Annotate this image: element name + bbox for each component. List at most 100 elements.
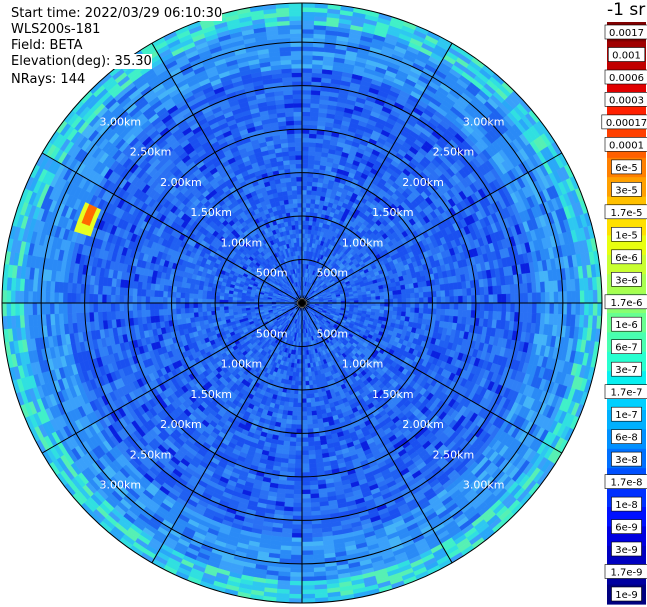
range-gate-cell (301, 111, 311, 117)
range-gate-cell (309, 120, 319, 126)
range-gate-cell (410, 307, 416, 314)
range-gate-cell (362, 297, 368, 301)
range-gate-cell (539, 313, 546, 325)
range-gate-cell (301, 202, 307, 208)
range-gate-cell (310, 198, 316, 205)
range-gate-cell (414, 307, 420, 314)
range-gate-cell (306, 411, 313, 417)
range-gate-cell (440, 308, 446, 316)
range-gate-cell (296, 428, 303, 434)
range-gate-cell (405, 311, 411, 318)
range-gate-cell (291, 537, 303, 543)
range-gate-cell (297, 389, 303, 395)
range-gate-cell (444, 289, 450, 297)
range-gate-cell (310, 94, 321, 100)
range-gate-cell (306, 185, 313, 191)
range-gate-cell (292, 402, 298, 408)
range-gate-cell (310, 98, 321, 105)
range-gate-cell (301, 120, 311, 126)
range-gate-cell (523, 302, 529, 314)
range-gate-cell (392, 294, 398, 300)
range-gate-cell (400, 289, 407, 295)
range-gate-cell (388, 302, 394, 308)
range-gate-cell (457, 309, 463, 318)
range-gate-cell (297, 398, 303, 404)
range-gate-cell (294, 454, 303, 460)
range-gate-cell (413, 312, 420, 319)
range-gate-cell (575, 290, 581, 304)
range-gate-cell (301, 194, 307, 200)
range-gate-cell (301, 33, 315, 39)
range-gate-cell (566, 302, 572, 316)
range-gate-cell (544, 291, 551, 304)
range-gate-cell (291, 419, 298, 425)
range-gate-cell (553, 291, 559, 304)
range-gate-cell (301, 380, 306, 386)
range-gate-cell (497, 294, 503, 304)
range-gate-cell (414, 302, 420, 309)
range-gate-cell (295, 437, 303, 443)
range-gate-cell (301, 402, 307, 408)
range-gate-cell (366, 296, 372, 301)
range-gate-cell (436, 308, 442, 316)
range-gate-cell (292, 511, 303, 517)
range-gate-cell (458, 295, 464, 304)
range-gate-cell (301, 528, 313, 534)
range-gate-cell (291, 524, 303, 530)
range-gate-cell (526, 312, 533, 324)
range-gate-cell (419, 297, 424, 304)
range-gate-cell (292, 506, 303, 512)
range-gate-cell (418, 307, 424, 314)
range-gate-cell (293, 498, 303, 504)
range-gate-cell (295, 372, 300, 378)
range-gate-cell (313, 440, 321, 447)
range-gate-cell (371, 296, 377, 301)
range-gate-cell (311, 181, 319, 187)
range-gate-cell (453, 295, 459, 304)
range-gate-cell (301, 20, 315, 26)
range-gate-cell (309, 393, 315, 399)
range-gate-cell (292, 406, 298, 412)
range-gate-cell (579, 302, 585, 316)
range-gate-cell (301, 415, 308, 421)
range-gate-cell (308, 376, 313, 382)
range-gate-cell (301, 185, 308, 191)
range-gate-cell (291, 532, 303, 539)
range-gate-cell (293, 393, 299, 399)
range-gate-cell (301, 420, 308, 425)
range-gate-cell (527, 292, 533, 304)
range-gate-cell (301, 181, 308, 186)
range-gate-cell (301, 498, 311, 504)
range-gate-cell (301, 459, 310, 465)
range-gate-cell (289, 567, 303, 573)
range-gate-cell (418, 286, 424, 294)
range-gate-cell (301, 593, 316, 599)
range-gate-cell (392, 298, 398, 304)
range-gate-cell (304, 372, 309, 378)
range-gate-cell (313, 159, 321, 166)
range-gate-cell (301, 485, 311, 491)
range-gate-cell (301, 376, 306, 382)
range-gate-cell (301, 137, 310, 143)
range-gate-cell (436, 296, 442, 304)
range-gate-cell (544, 302, 551, 315)
range-gate-cell (427, 302, 433, 309)
range-gate-cell (310, 501, 321, 508)
range-gate-cell (305, 380, 310, 386)
range-gate-cell (527, 302, 533, 314)
range-gate-cell (311, 72, 323, 79)
range-gate-cell (308, 380, 314, 386)
range-gate-cell (466, 287, 472, 297)
range-gate-cell (310, 510, 321, 517)
range-gate-cell (388, 298, 394, 304)
range-gate-cell (396, 311, 402, 317)
range-gate-cell (305, 398, 311, 404)
range-gate-cell (405, 298, 411, 304)
range-gate-cell (301, 428, 308, 434)
range-gate-cell (301, 76, 313, 82)
range-gate-cell (479, 302, 485, 312)
range-gate-cell (384, 302, 390, 308)
range-gate-cell (295, 433, 303, 439)
range-gate-cell (432, 302, 438, 310)
range-gate-cell (449, 309, 455, 317)
